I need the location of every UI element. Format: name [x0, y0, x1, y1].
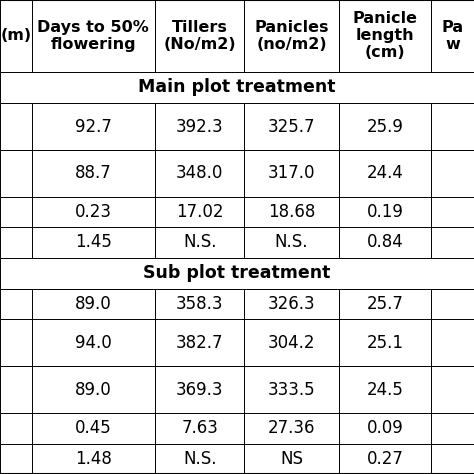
Text: 0.45: 0.45: [75, 419, 112, 438]
Text: Sub plot treatment: Sub plot treatment: [143, 264, 331, 283]
Text: 25.1: 25.1: [366, 334, 403, 352]
Text: 94.0: 94.0: [75, 334, 112, 352]
Text: 25.9: 25.9: [366, 118, 403, 136]
Text: 89.0: 89.0: [75, 295, 112, 313]
Text: 88.7: 88.7: [75, 164, 112, 182]
Text: 24.4: 24.4: [366, 164, 403, 182]
Text: 0.09: 0.09: [366, 419, 403, 438]
Text: Pa
w: Pa w: [441, 20, 464, 52]
Text: 358.3: 358.3: [176, 295, 223, 313]
Text: 17.02: 17.02: [176, 203, 223, 221]
Text: 326.3: 326.3: [268, 295, 315, 313]
Text: 7.63: 7.63: [181, 419, 218, 438]
Text: 0.23: 0.23: [75, 203, 112, 221]
Text: 1.45: 1.45: [75, 233, 112, 251]
Text: 24.5: 24.5: [366, 381, 403, 399]
Text: 0.84: 0.84: [366, 233, 403, 251]
Text: 317.0: 317.0: [268, 164, 315, 182]
Text: 92.7: 92.7: [75, 118, 112, 136]
Text: 304.2: 304.2: [268, 334, 315, 352]
Text: NS: NS: [280, 450, 303, 468]
Text: 89.0: 89.0: [75, 381, 112, 399]
Text: N.S.: N.S.: [183, 233, 217, 251]
Text: 382.7: 382.7: [176, 334, 223, 352]
Text: 27.36: 27.36: [268, 419, 315, 438]
Text: 392.3: 392.3: [176, 118, 223, 136]
Text: 0.19: 0.19: [366, 203, 403, 221]
Text: 0.27: 0.27: [366, 450, 403, 468]
Text: Panicles
(no/m2): Panicles (no/m2): [255, 20, 329, 52]
Text: Panicle
length
(cm): Panicle length (cm): [353, 11, 418, 60]
Text: (m): (m): [0, 28, 31, 43]
Text: Main plot treatment: Main plot treatment: [138, 78, 336, 96]
Text: 25.7: 25.7: [366, 295, 403, 313]
Text: N.S.: N.S.: [183, 450, 217, 468]
Text: Days to 50%
flowering: Days to 50% flowering: [37, 20, 149, 52]
Text: 1.48: 1.48: [75, 450, 112, 468]
Text: 348.0: 348.0: [176, 164, 223, 182]
Text: 369.3: 369.3: [176, 381, 223, 399]
Text: N.S.: N.S.: [275, 233, 308, 251]
Text: 18.68: 18.68: [268, 203, 315, 221]
Text: 325.7: 325.7: [268, 118, 315, 136]
Text: 333.5: 333.5: [268, 381, 315, 399]
Text: Tillers
(No/m2): Tillers (No/m2): [164, 20, 236, 52]
